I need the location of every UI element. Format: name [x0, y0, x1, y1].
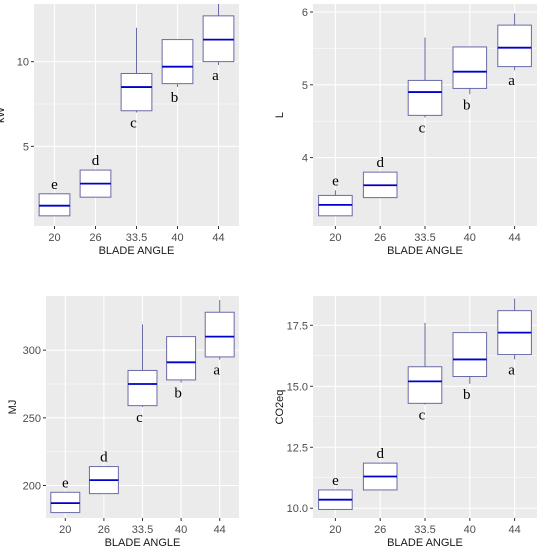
significance-letter: d: [376, 155, 384, 171]
x-tick-label: 40: [464, 524, 476, 536]
x-tick-label: 20: [329, 232, 341, 244]
x-tick-label: 20: [59, 524, 71, 536]
y-tick-label: 250: [23, 413, 41, 425]
box-33.5: c: [120, 27, 153, 131]
significance-letter: c: [136, 410, 143, 426]
box-40: b: [452, 46, 488, 113]
y-axis-title: L: [274, 112, 286, 118]
significance-letter: e: [62, 475, 69, 491]
y-tick-label: 12.5: [287, 442, 308, 454]
x-tick-label: 40: [171, 232, 183, 244]
box-body: [497, 24, 532, 68]
box-26: d: [362, 446, 398, 491]
x-tick-label: 40: [464, 232, 476, 244]
box-33.5: c: [127, 324, 158, 426]
significance-letter: d: [376, 446, 384, 462]
box-20: e: [318, 173, 353, 217]
significance-letter: a: [508, 73, 515, 89]
box-20: e: [38, 177, 71, 217]
x-tick-label: 40: [175, 524, 187, 536]
y-tick-label: 10: [17, 57, 29, 69]
box-body: [204, 311, 235, 358]
box-44: a: [202, 4, 235, 84]
significance-letter: b: [174, 386, 182, 402]
significance-letter: b: [463, 97, 471, 113]
x-tick-label: 26: [374, 232, 386, 244]
box-40: b: [166, 336, 197, 402]
box-body: [452, 332, 488, 378]
y-tick-label: 300: [23, 345, 41, 357]
y-tick-label: 6: [302, 7, 308, 19]
chart-panel-1: e d c b a 5 10 20 26 33.5 40 44 BLADE ANGLE kW: [0, 4, 239, 257]
box-33.5: c: [407, 37, 443, 137]
box-body: [452, 46, 488, 89]
x-tick-label: 33.5: [132, 524, 153, 536]
box-20: e: [318, 473, 353, 510]
y-axis-title: kW: [0, 106, 7, 123]
x-tick-label: 26: [98, 524, 110, 536]
significance-letter: a: [212, 68, 219, 84]
x-axis-title: BLADE ANGLE: [387, 245, 463, 257]
box-26: d: [79, 153, 112, 198]
y-axis-title: CO2eq: [274, 390, 286, 425]
x-tick-label: 20: [329, 524, 341, 536]
y-tick-label: 5: [302, 80, 308, 92]
box-body: [120, 72, 153, 112]
x-tick-label: 33.5: [414, 524, 435, 536]
box-body: [166, 336, 197, 381]
y-axis-title: MJ: [7, 400, 19, 415]
y-tick-label: 10.0: [287, 503, 308, 515]
significance-letter: e: [332, 173, 339, 189]
significance-letter: e: [51, 177, 58, 193]
box-20: e: [50, 475, 81, 514]
x-tick-label: 44: [508, 524, 520, 536]
x-tick-label: 44: [212, 232, 224, 244]
box-body: [407, 79, 443, 116]
significance-letter: a: [508, 362, 515, 378]
y-tick-label: 17.5: [287, 320, 308, 332]
box-26: d: [88, 450, 119, 495]
box-body: [161, 39, 194, 85]
chart-panel-2: e d c b a 4 5 6 20 26 33.5 40 44 BLADE ANGLE L: [274, 4, 537, 257]
x-axis-title: BLADE ANGLE: [105, 537, 181, 549]
x-tick-label: 20: [48, 232, 60, 244]
significance-letter: a: [213, 363, 220, 379]
x-axis-title: BLADE ANGLE: [387, 537, 463, 549]
y-tick-label: 4: [302, 153, 308, 165]
box-44: a: [204, 300, 235, 379]
x-tick-label: 26: [89, 232, 101, 244]
y-tick-label: 200: [23, 481, 41, 493]
box-body: [407, 366, 443, 404]
chart-panel-3: e d c b a 200 250 300 20 26 33.5 40 44 BLADE ANGLE MJ: [7, 296, 239, 549]
box-40: b: [452, 332, 488, 403]
significance-letter: c: [419, 408, 426, 424]
x-tick-label: 33.5: [414, 232, 435, 244]
y-tick-label: 15.0: [287, 381, 308, 393]
box-44: a: [497, 298, 532, 378]
box-40: b: [161, 39, 194, 106]
x-axis-title: BLADE ANGLE: [99, 245, 175, 257]
box-26: d: [362, 155, 398, 199]
y-tick-label: 5: [23, 141, 29, 153]
x-tick-label: 26: [374, 524, 386, 536]
box-33.5: c: [407, 322, 443, 424]
x-tick-label: 33.5: [126, 232, 147, 244]
significance-letter: b: [463, 387, 471, 403]
significance-letter: c: [419, 121, 426, 137]
significance-letter: b: [171, 90, 179, 106]
box-44: a: [497, 13, 532, 89]
significance-letter: d: [92, 153, 100, 169]
chart-panel-4: e d c b a 10.0 12.5 15.0 17.5 20 26 33.5 40 44 BLADE A…: [274, 296, 537, 549]
significance-letter: d: [100, 450, 108, 466]
x-tick-label: 44: [508, 232, 520, 244]
significance-letter: c: [130, 115, 137, 131]
box-body: [127, 369, 158, 407]
significance-letter: e: [332, 473, 339, 489]
x-tick-label: 44: [214, 524, 226, 536]
